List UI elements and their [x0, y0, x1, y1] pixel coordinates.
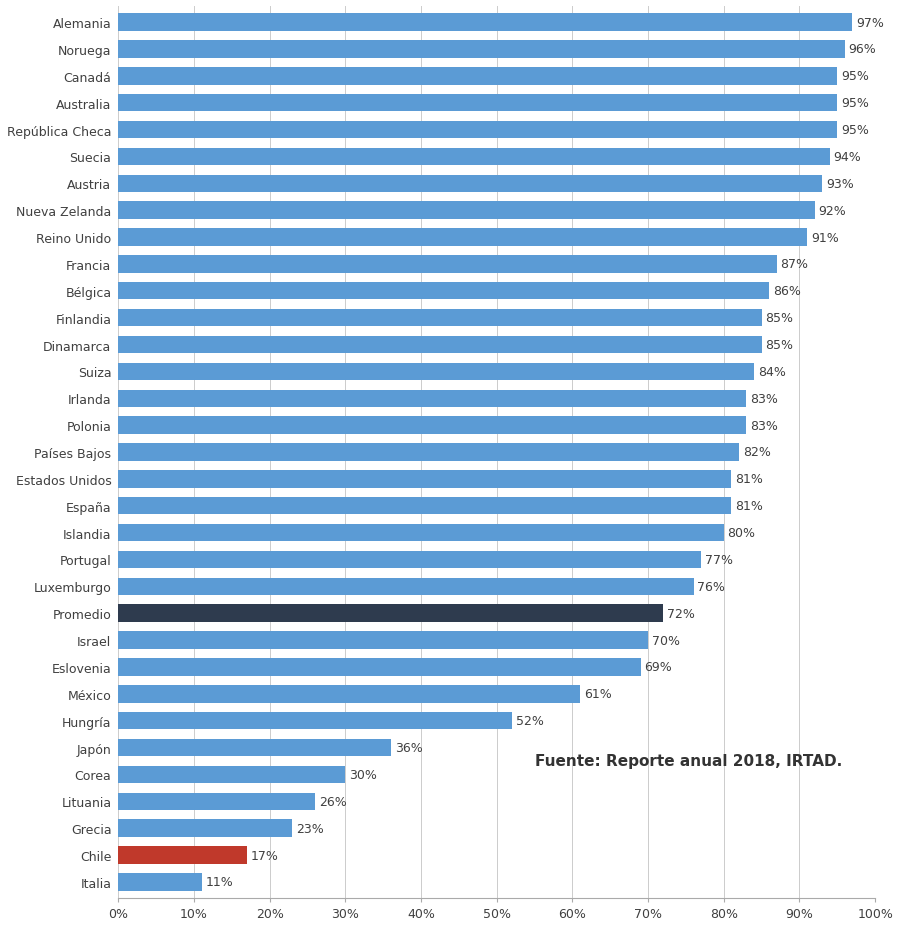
Text: 84%: 84% — [758, 365, 786, 378]
Bar — [119, 121, 837, 139]
Bar — [119, 471, 732, 488]
Text: 91%: 91% — [811, 231, 839, 244]
Text: 23%: 23% — [296, 821, 324, 835]
Bar — [119, 685, 580, 703]
Bar — [119, 337, 761, 354]
Text: 72%: 72% — [667, 607, 695, 620]
Text: 26%: 26% — [319, 795, 346, 808]
Text: 86%: 86% — [773, 285, 801, 298]
Text: 36%: 36% — [394, 742, 422, 755]
Text: 85%: 85% — [765, 338, 794, 351]
Bar — [119, 390, 746, 408]
Text: 87%: 87% — [780, 258, 808, 271]
Bar — [119, 525, 724, 541]
Text: 95%: 95% — [842, 97, 868, 110]
Bar — [119, 202, 814, 220]
Bar — [119, 14, 852, 32]
Text: 97%: 97% — [856, 17, 884, 30]
Text: 52%: 52% — [516, 715, 544, 728]
Bar — [119, 846, 247, 864]
Text: 69%: 69% — [644, 661, 672, 674]
Bar — [119, 766, 346, 783]
Text: 92%: 92% — [818, 205, 846, 218]
Bar — [119, 552, 701, 568]
Bar — [119, 444, 739, 462]
Bar — [119, 283, 770, 300]
Text: 81%: 81% — [735, 473, 763, 486]
Text: 83%: 83% — [751, 419, 778, 432]
Bar — [119, 739, 391, 756]
Text: 82%: 82% — [742, 446, 770, 459]
Bar — [119, 658, 641, 676]
Bar — [119, 41, 845, 58]
Text: Fuente: Reporte anual 2018, IRTAD.: Fuente: Reporte anual 2018, IRTAD. — [535, 754, 842, 768]
Text: 77%: 77% — [705, 553, 733, 566]
Bar — [119, 256, 777, 273]
Bar — [119, 631, 648, 649]
Text: 80%: 80% — [727, 527, 756, 540]
Text: 30%: 30% — [349, 768, 377, 781]
Bar — [119, 229, 807, 247]
Text: 81%: 81% — [735, 500, 763, 513]
Text: 95%: 95% — [842, 124, 868, 137]
Bar — [119, 148, 830, 166]
Bar — [119, 793, 315, 810]
Bar — [119, 873, 202, 891]
Text: 96%: 96% — [849, 44, 877, 57]
Bar — [119, 417, 746, 435]
Bar — [119, 578, 694, 595]
Bar — [119, 95, 837, 112]
Text: 94%: 94% — [833, 151, 861, 164]
Text: 61%: 61% — [584, 688, 611, 701]
Bar — [119, 819, 292, 837]
Text: 11%: 11% — [205, 875, 233, 888]
Text: 95%: 95% — [842, 70, 868, 83]
Text: 85%: 85% — [765, 311, 794, 324]
Bar — [119, 68, 837, 85]
Text: 93%: 93% — [826, 178, 854, 191]
Text: 70%: 70% — [652, 634, 680, 647]
Bar — [119, 363, 754, 381]
Text: 17%: 17% — [251, 848, 279, 861]
Text: 76%: 76% — [698, 580, 725, 593]
Bar — [119, 712, 512, 730]
Bar — [119, 604, 663, 622]
Bar — [119, 498, 732, 514]
Bar — [119, 310, 761, 327]
Text: 83%: 83% — [751, 392, 778, 405]
Bar — [119, 175, 822, 193]
